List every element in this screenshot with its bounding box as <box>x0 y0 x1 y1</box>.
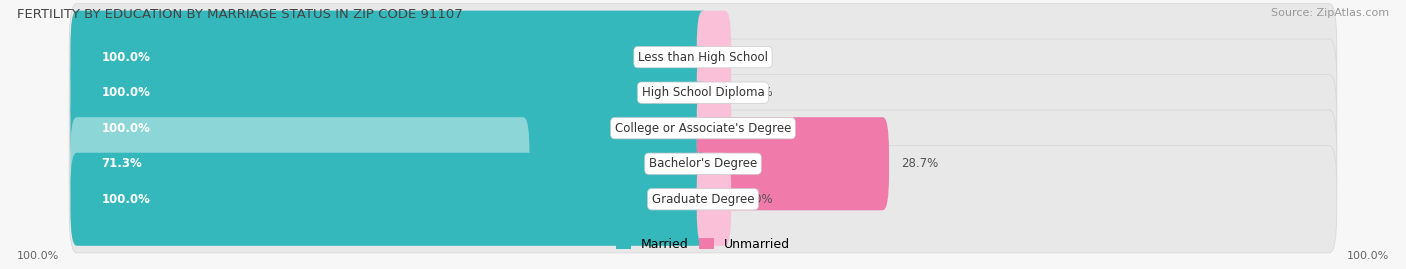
FancyBboxPatch shape <box>697 46 731 139</box>
Text: 100.0%: 100.0% <box>1347 251 1389 261</box>
Text: Less than High School: Less than High School <box>638 51 768 64</box>
Text: 100.0%: 100.0% <box>101 51 150 64</box>
Text: 0.0%: 0.0% <box>744 51 773 64</box>
Text: 0.0%: 0.0% <box>744 86 773 99</box>
FancyBboxPatch shape <box>697 117 889 210</box>
Text: 100.0%: 100.0% <box>101 122 150 135</box>
Text: 100.0%: 100.0% <box>101 193 150 206</box>
FancyBboxPatch shape <box>70 46 709 139</box>
FancyBboxPatch shape <box>70 82 709 175</box>
Text: 0.0%: 0.0% <box>744 122 773 135</box>
FancyBboxPatch shape <box>69 146 1337 253</box>
FancyBboxPatch shape <box>697 153 731 246</box>
Text: 100.0%: 100.0% <box>101 86 150 99</box>
Text: Source: ZipAtlas.com: Source: ZipAtlas.com <box>1271 8 1389 18</box>
FancyBboxPatch shape <box>697 82 731 175</box>
FancyBboxPatch shape <box>697 10 731 104</box>
Legend: Married, Unmarried: Married, Unmarried <box>612 233 794 256</box>
Text: Bachelor's Degree: Bachelor's Degree <box>650 157 756 170</box>
FancyBboxPatch shape <box>69 3 1337 111</box>
Text: 100.0%: 100.0% <box>17 251 59 261</box>
Text: 28.7%: 28.7% <box>901 157 939 170</box>
Text: 0.0%: 0.0% <box>744 193 773 206</box>
FancyBboxPatch shape <box>69 75 1337 182</box>
FancyBboxPatch shape <box>69 39 1337 146</box>
FancyBboxPatch shape <box>70 10 709 104</box>
Text: High School Diploma: High School Diploma <box>641 86 765 99</box>
FancyBboxPatch shape <box>70 153 709 246</box>
FancyBboxPatch shape <box>70 117 530 210</box>
Text: 71.3%: 71.3% <box>101 157 142 170</box>
Text: FERTILITY BY EDUCATION BY MARRIAGE STATUS IN ZIP CODE 91107: FERTILITY BY EDUCATION BY MARRIAGE STATU… <box>17 8 463 21</box>
Text: Graduate Degree: Graduate Degree <box>652 193 754 206</box>
FancyBboxPatch shape <box>69 110 1337 217</box>
Text: College or Associate's Degree: College or Associate's Degree <box>614 122 792 135</box>
